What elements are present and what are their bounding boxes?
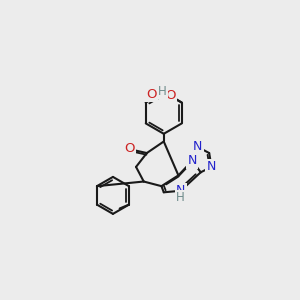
Text: N: N	[176, 184, 185, 197]
Text: O: O	[146, 88, 156, 100]
Text: O: O	[165, 89, 175, 102]
Text: H: H	[158, 85, 167, 98]
Text: H: H	[176, 191, 185, 204]
Text: N: N	[193, 140, 202, 153]
Text: N: N	[188, 154, 197, 167]
Text: O: O	[124, 142, 134, 155]
Text: N: N	[207, 160, 216, 173]
